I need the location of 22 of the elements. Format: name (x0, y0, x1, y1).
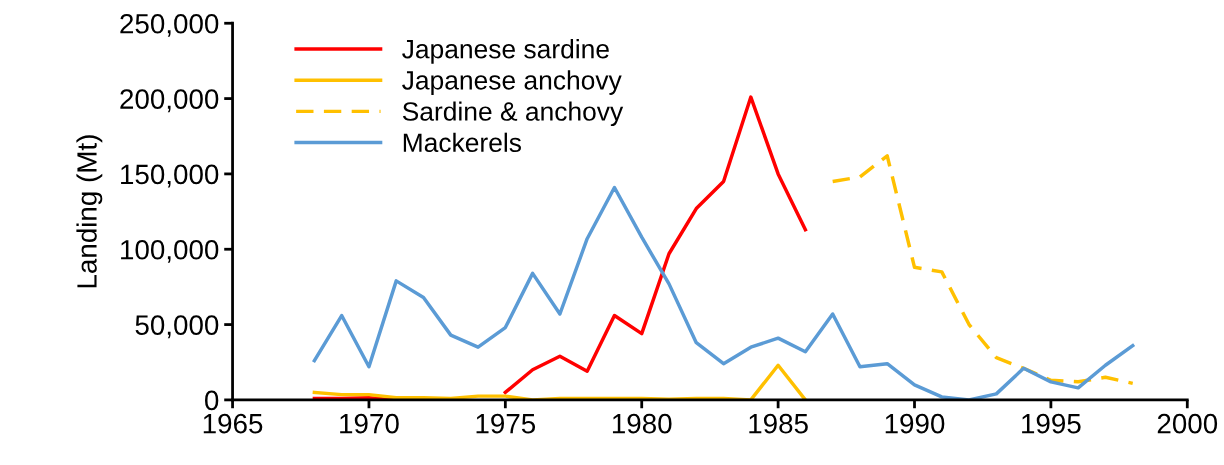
legend-label: Mackerels (403, 132, 521, 153)
line-series (830, 154, 1135, 386)
y-tick-label: 100,000 (121, 239, 219, 263)
line-series (312, 185, 1135, 400)
x-tick-label: 1985 (749, 413, 808, 434)
y-axis-title: Landing (Mt) (76, 135, 103, 288)
x-tick-label: 1970 (340, 413, 399, 434)
x-tick-label: 2000 (1157, 413, 1218, 434)
y-tick-label: 50,000 (135, 315, 219, 339)
legend-label: Japanese sardine (402, 39, 609, 64)
x-tick-label: 1995 (1022, 413, 1081, 434)
y-tick-label: 200,000 (120, 89, 219, 113)
x-tick-label: 1990 (885, 413, 945, 434)
y-tick-label: 250,000 (120, 13, 219, 37)
line-series (312, 363, 808, 400)
x-tick-label: 1980 (612, 413, 672, 434)
legend-label: Japanese anchovy (402, 70, 622, 95)
y-tick-label: 0 (205, 390, 219, 411)
y-tick-label: 150,000 (121, 164, 219, 188)
legend-label: Sardine & anchovy (402, 101, 624, 127)
x-tick-label: 1965 (203, 413, 263, 434)
x-tick-label: 1975 (476, 413, 536, 434)
